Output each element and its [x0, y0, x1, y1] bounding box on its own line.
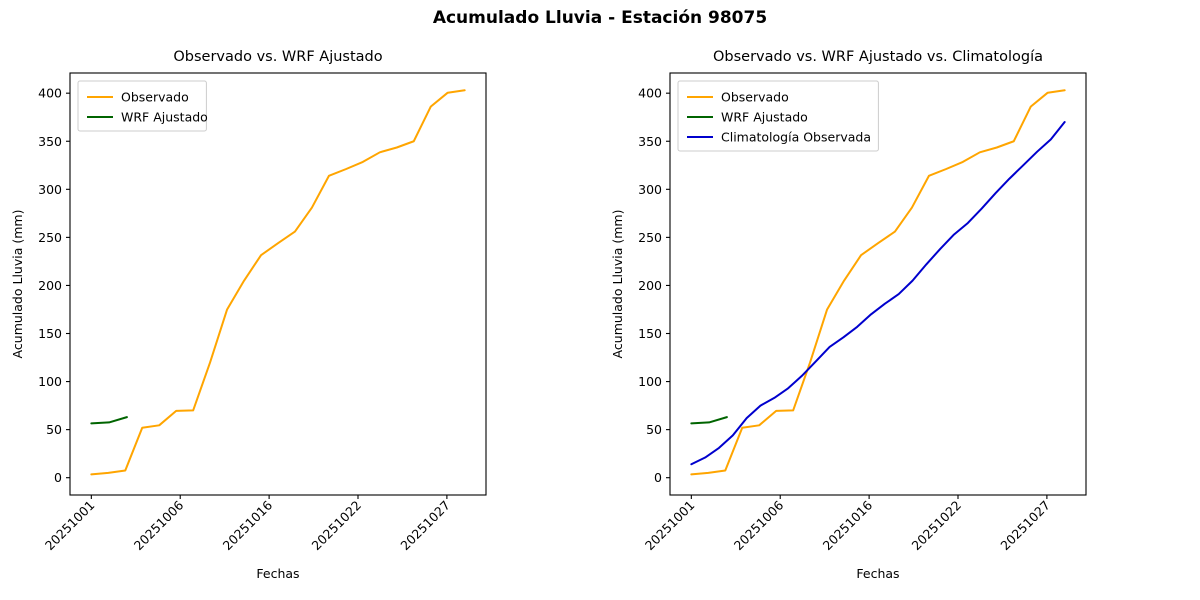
x-tick-label: 20251022 [909, 498, 965, 554]
series-line-climatolog-a-observada [690, 121, 1066, 466]
series-line-observado [90, 89, 466, 476]
axes-frame [669, 72, 1087, 496]
y-tick-label: 350 [38, 134, 62, 149]
x-axis-label: Fechas [856, 566, 899, 581]
y-tick-label: 100 [38, 374, 62, 389]
y-tick-label: 0 [54, 470, 62, 485]
y-tick-label: 200 [38, 278, 62, 293]
legend-label-climatolog-a-observada: Climatología Observada [721, 130, 871, 145]
x-axis-label: Fechas [256, 566, 299, 581]
subplot-left: Observado vs. WRF Ajustado 0 50 100 150 200 25… [10, 49, 487, 581]
y-tick-label: 400 [38, 86, 62, 101]
y-axis-label: Acumulado Lluvia (mm) [10, 210, 25, 359]
subplot-right: Observado vs. WRF Ajustado vs. Climatolo… [600, 0, 1200, 600]
chart-svg-right: Observado vs. WRF Ajustado vs. Climatolo… [610, 49, 1087, 581]
y-tick-label: 250 [638, 230, 662, 245]
chart-svg-left: Observado vs. WRF Ajustado 0 50 100 150 200 25… [10, 49, 487, 581]
series-line-wrf-ajustado [690, 416, 728, 425]
x-tick-label: 20251016 [820, 497, 876, 553]
y-axis-label: Acumulado Lluvia (mm) [610, 210, 625, 359]
y-tick-label: 150 [638, 326, 662, 341]
x-tick-label: 20251022 [309, 498, 365, 554]
y-tick-label: 400 [638, 86, 662, 101]
x-tick-label: 20251001 [42, 498, 98, 554]
x-tick-label: 20251001 [642, 498, 698, 554]
y-tick-label: 300 [38, 182, 62, 197]
x-tick-label: 20251016 [220, 497, 276, 553]
legend-label-observado: Observado [121, 90, 189, 105]
series-line-wrf-ajustado [90, 416, 128, 425]
legend-box [77, 80, 207, 132]
x-tick-label: 20251006 [731, 497, 787, 553]
legend-label-wrf-ajustado: WRF Ajustado [721, 110, 808, 125]
x-tick-label: 20251027 [397, 498, 453, 554]
y-tick-label: 150 [38, 326, 62, 341]
y-tick-label: 50 [46, 422, 62, 437]
x-tick-label: 20251027 [997, 498, 1053, 554]
y-tick-label: 50 [646, 422, 662, 437]
y-tick-label: 200 [638, 278, 662, 293]
y-tick-label: 350 [638, 134, 662, 149]
series-line-observado [690, 89, 1066, 476]
legend-box [677, 80, 879, 152]
legend-label-observado: Observado [721, 90, 789, 105]
y-tick-label: 250 [38, 230, 62, 245]
x-tick-label: 20251006 [131, 497, 187, 553]
figure-suptitle: Acumulado Lluvia - Estación 98075 [432, 8, 768, 28]
y-tick-label: 300 [638, 182, 662, 197]
subplot-title: Observado vs. WRF Ajustado vs. Climatolo… [713, 49, 1043, 65]
axes-frame [69, 72, 487, 496]
legend-label-wrf-ajustado: WRF Ajustado [121, 110, 208, 125]
y-tick-label: 0 [654, 470, 662, 485]
y-tick-label: 100 [638, 374, 662, 389]
subplot-title: Observado vs. WRF Ajustado [173, 49, 382, 65]
